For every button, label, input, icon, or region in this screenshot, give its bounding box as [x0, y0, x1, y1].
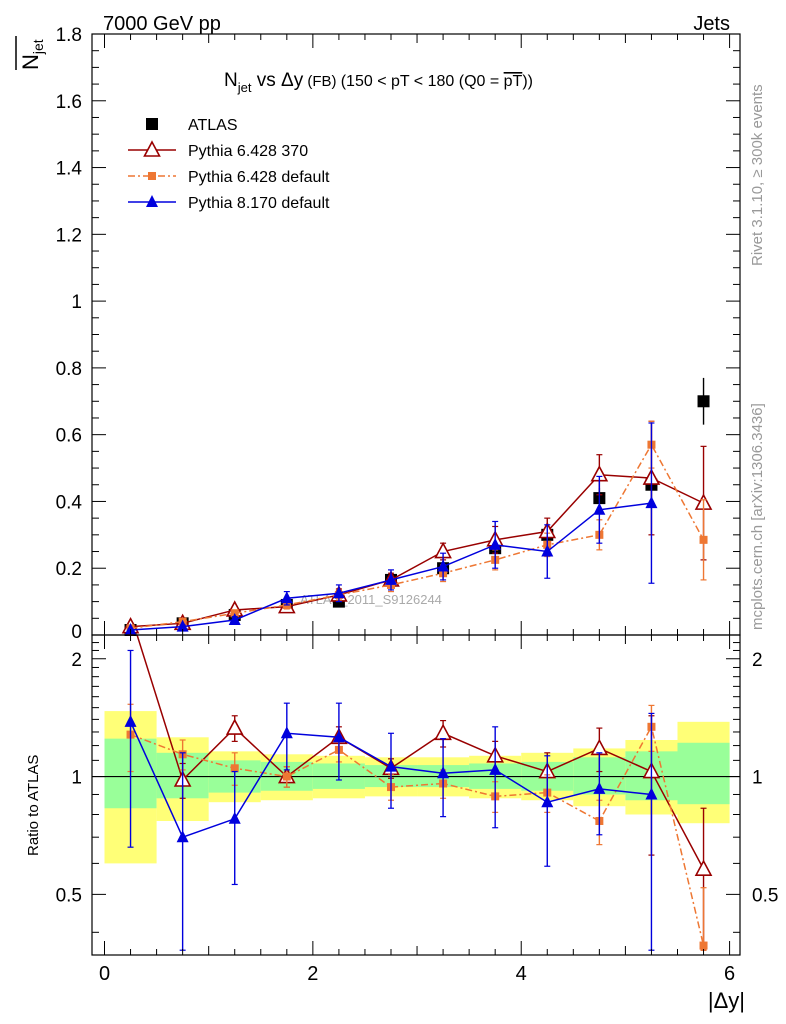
- x-axis-label: |Δy|: [708, 988, 745, 1013]
- y-tick-label: 1.2: [56, 225, 82, 246]
- ylabel-n: Njet: [18, 39, 46, 70]
- x-tick-label: 4: [516, 963, 527, 985]
- data-point: [699, 941, 708, 950]
- legend-label: ATLAS: [188, 117, 238, 134]
- legend-marker: [143, 140, 161, 157]
- y-tick-label: 1.6: [56, 92, 82, 113]
- legend-marker: [146, 195, 158, 207]
- legend-item-pythia8: Pythia 8.170 default: [128, 195, 330, 212]
- band-inner-11: [677, 742, 730, 805]
- y-tick-label: 1.8: [56, 25, 82, 46]
- data-point: [230, 764, 239, 773]
- y-tick-label: 0.4: [56, 492, 83, 513]
- y-tick-label: 1: [71, 768, 82, 789]
- data-point: [489, 762, 502, 775]
- data-point: [225, 718, 244, 735]
- data-point: [332, 586, 345, 599]
- data-point: [332, 730, 345, 743]
- data-point: [437, 559, 450, 572]
- data-point: [280, 591, 293, 604]
- data-point: [541, 544, 554, 557]
- y-tick-label-right: 1: [752, 768, 763, 789]
- legend-label: Pythia 8.170 default: [188, 195, 330, 212]
- series-line: [130, 502, 652, 631]
- data-point: [489, 537, 502, 550]
- ratio-series-pythia6_default: [126, 703, 708, 951]
- data-point: [697, 395, 710, 408]
- data-point: [593, 781, 606, 794]
- legend-item-pythia6_default: Pythia 6.428 default: [128, 169, 330, 186]
- x-tick-label: 2: [307, 963, 318, 985]
- data-point: [280, 726, 293, 739]
- series-line: [130, 473, 704, 628]
- y-tick-label: 0.6: [56, 426, 82, 447]
- data-point: [434, 723, 452, 741]
- y-tick-label: 0: [71, 622, 82, 643]
- rivet-label: Rivet 3.1.10, ≥ 300k events: [749, 84, 766, 266]
- series-line: [136, 635, 705, 870]
- ratio-panel: 0 2 4 6 0.5 0.5 1 1 2 2: [56, 634, 778, 985]
- main-title: Njet vs Δy (FB) (150 < pT < 180 (Q0 = pT…: [224, 70, 533, 95]
- series-line: [130, 724, 705, 946]
- data-point: [124, 714, 137, 727]
- data-point: [228, 811, 241, 824]
- y-tick-label: 0.5: [56, 885, 82, 906]
- category-label: Jets: [693, 13, 730, 35]
- data-point: [593, 502, 606, 515]
- data-point: [437, 766, 450, 779]
- y-tick-label: 1.4: [56, 159, 83, 180]
- legend: ATLAS Pythia 6.428 370 Pythia 6.428 defaul…: [128, 117, 330, 212]
- y-tick-label: 0.2: [56, 559, 82, 580]
- y-tick-label-right: 0.5: [752, 885, 778, 906]
- data-point: [645, 496, 658, 509]
- data-point: [699, 535, 708, 544]
- energy-label: 7000 GeV pp: [103, 13, 221, 35]
- data-point: [176, 830, 189, 843]
- ratio-frame: [91, 634, 741, 956]
- data-point: [384, 759, 397, 772]
- y-tick-label: 2: [71, 650, 82, 671]
- data-point: [645, 787, 658, 800]
- data-point: [228, 612, 241, 625]
- data-point: [282, 772, 291, 781]
- main-ylabel: Njet: [15, 36, 46, 70]
- legend-marker: [148, 172, 156, 180]
- data-point: [384, 572, 397, 585]
- ratio-ylabel: Ratio to ATLAS: [25, 755, 42, 856]
- x-tick-label: 6: [724, 963, 735, 985]
- legend-marker: [146, 118, 158, 130]
- legend-item-data: ATLAS: [146, 117, 238, 134]
- data-point: [124, 622, 137, 635]
- y-tick-label: 0.8: [56, 359, 82, 380]
- y-tick-label-right: 2: [752, 650, 763, 671]
- ratio-series-pythia8: [124, 649, 658, 951]
- data-point: [541, 795, 554, 808]
- y-tick-label: 1: [71, 292, 82, 313]
- legend-label: Pythia 6.428 default: [188, 169, 330, 186]
- data-point: [176, 619, 189, 632]
- series-line: [130, 443, 705, 630]
- legend-item-pythia6_370: Pythia 6.428 370: [128, 140, 308, 160]
- x-tick-label: 0: [99, 963, 110, 985]
- data-point: [694, 859, 713, 876]
- main-panel: 0 0.2 0.4 0.6 0.8 1 1.2 1.4 1.6 1.8: [56, 25, 741, 643]
- mcplots-label: mcplots.cern.ch [arXiv:1306.3436]: [749, 403, 766, 630]
- legend-label: Pythia 6.428 370: [188, 143, 308, 160]
